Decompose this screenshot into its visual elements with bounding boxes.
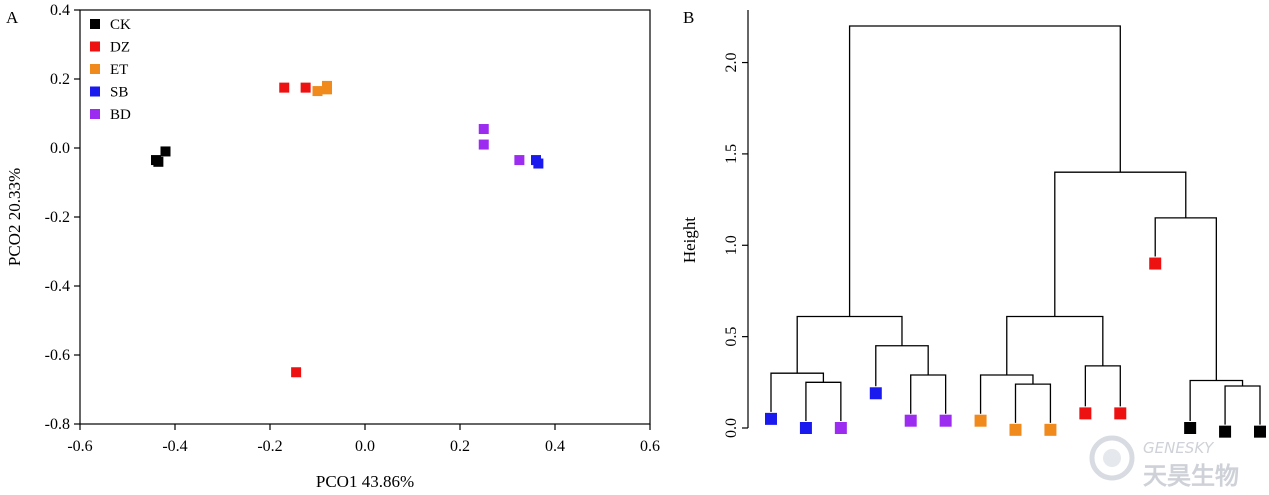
scatter-y-tick-label: 0.2 bbox=[50, 71, 70, 88]
dendrogram-y-axis: 0.0 0.5 1.0 1.5 2.0 bbox=[723, 53, 748, 438]
dendrogram-leaf-dz bbox=[1079, 407, 1092, 420]
dendrogram-leaf-ck bbox=[1254, 425, 1266, 438]
dendrogram-link bbox=[805, 381, 842, 421]
scatter-y-tick-label: -0.2 bbox=[45, 209, 70, 226]
dendrogram-y-tick-label: 0.5 bbox=[723, 327, 740, 347]
legend-label-sb: SB bbox=[110, 85, 128, 101]
dendrogram-leaves bbox=[765, 257, 1266, 438]
scatter-point-ck bbox=[160, 146, 171, 157]
dendrogram-leaf-ck bbox=[1184, 422, 1197, 434]
dendrogram-link bbox=[848, 25, 1121, 317]
scatter-x-tick-label: 0.6 bbox=[640, 438, 660, 455]
scatter-plot-frame bbox=[79, 9, 651, 425]
scatter-y-tick-label: 0.0 bbox=[50, 140, 70, 157]
dendrogram-link bbox=[1084, 365, 1121, 407]
dendrogram-leaf-dz bbox=[1114, 407, 1127, 420]
dendrogram-leaf-et bbox=[1009, 423, 1022, 436]
scatter-y-tick-label: -0.6 bbox=[45, 347, 70, 364]
scatter-point-ck bbox=[153, 156, 164, 167]
scatter-x-axis: -0.6 -0.4 -0.2 0.0 0.2 0.4 0.6 bbox=[67, 424, 660, 455]
dendrogram-link bbox=[770, 372, 825, 412]
dendrogram-link bbox=[1154, 217, 1217, 381]
legend-swatch-bd bbox=[90, 109, 100, 119]
scatter-point-et bbox=[312, 86, 323, 97]
cluster-dendrogram: 0.0 0.5 1.0 1.5 2.0 Height bbox=[680, 10, 1266, 438]
legend-label-ck: CK bbox=[110, 17, 131, 33]
pcoa-scatter-chart: -0.6 -0.4 -0.2 0.0 0.2 0.4 0.6 -0.8-0.6-0.4-0.… bbox=[5, 2, 660, 491]
scatter-point-dz bbox=[300, 82, 311, 93]
scatter-point-bd bbox=[478, 139, 489, 150]
genesky-logo-ring-icon bbox=[1089, 435, 1135, 481]
scatter-y-tick-label: -0.8 bbox=[45, 416, 70, 433]
dendrogram-leaf-et bbox=[1044, 423, 1057, 436]
panel-a-label: A bbox=[6, 8, 19, 27]
panel-b-label: B bbox=[683, 8, 694, 27]
dendrogram-leaf-dz bbox=[1149, 257, 1162, 270]
legend-label-et: ET bbox=[110, 62, 128, 78]
scatter-point-dz bbox=[291, 367, 302, 378]
dendrogram-leaf-sb bbox=[799, 422, 812, 434]
dendrogram-leaf-bd bbox=[939, 414, 952, 427]
dendrogram-link bbox=[796, 315, 903, 374]
genesky-watermark-logo: GENESKY 天昊生物 bbox=[1089, 435, 1239, 490]
dendrogram-link bbox=[1014, 383, 1052, 423]
scatter-point-bd bbox=[514, 155, 525, 166]
dendrogram-leaf-bd bbox=[834, 422, 847, 434]
legend-swatch-sb bbox=[90, 86, 100, 97]
legend-swatch-et bbox=[90, 64, 100, 74]
dendrogram-y-tick-label: 1.0 bbox=[723, 235, 740, 255]
scatter-points bbox=[151, 80, 544, 378]
dendrogram-leaf-sb bbox=[869, 387, 882, 400]
dendrogram-link bbox=[875, 345, 929, 387]
dendrogram-y-tick-label: 1.5 bbox=[723, 144, 740, 164]
dendrogram-link bbox=[1189, 379, 1244, 421]
scatter-x-tick-label: 0.0 bbox=[355, 438, 375, 455]
scatter-x-tick-label: -0.4 bbox=[162, 438, 187, 455]
dendrogram-link bbox=[1054, 171, 1187, 317]
legend-label-dz: DZ bbox=[110, 40, 130, 56]
scatter-y-axis: -0.8 -0.6 -0.4 -0.2 0.0 0.2 0.4 bbox=[45, 2, 80, 433]
dendrogram-link bbox=[910, 374, 947, 414]
legend-swatch-dz bbox=[90, 41, 100, 52]
scatter-point-bd bbox=[478, 124, 489, 135]
scatter-y-tick-label: -0.4 bbox=[45, 278, 70, 295]
dendrogram-y-tick-label: 0.0 bbox=[723, 418, 740, 438]
watermark-brand-en: GENESKY bbox=[1143, 439, 1215, 457]
watermark-brand-cn: 天昊生物 bbox=[1143, 462, 1239, 490]
dendrogram-leaf-et bbox=[974, 414, 987, 427]
legend-swatch-ck bbox=[90, 19, 100, 29]
dendrogram-leaf-sb bbox=[765, 412, 777, 425]
legend-label-bd: BD bbox=[110, 107, 131, 123]
dendrogram-link bbox=[1224, 385, 1261, 425]
scatter-point-et bbox=[322, 80, 332, 91]
scatter-y-tick-label: 0.4 bbox=[50, 2, 70, 19]
scatter-x-tick-label: -0.2 bbox=[257, 438, 282, 455]
dendrogram-y-axis-label: Height bbox=[680, 217, 699, 264]
dendrogram-link bbox=[979, 374, 1034, 414]
genesky-logo-core-icon bbox=[1103, 449, 1121, 467]
scatter-x-tick-label: 0.2 bbox=[450, 438, 470, 455]
dendrogram-links bbox=[770, 25, 1261, 425]
scatter-point-dz bbox=[279, 82, 290, 93]
scatter-x-axis-label: PCO1 43.86% bbox=[316, 472, 414, 491]
scatter-point-sb bbox=[533, 158, 544, 169]
scatter-x-tick-label: -0.6 bbox=[67, 438, 92, 455]
dendrogram-leaf-ck bbox=[1219, 425, 1232, 438]
scatter-legend: CK DZ ET SB BD bbox=[90, 17, 131, 123]
dendrogram-y-tick-label: 2.0 bbox=[723, 53, 740, 73]
scatter-y-axis-label: PCO2 20.33% bbox=[5, 168, 24, 266]
scatter-x-tick-label: 0.4 bbox=[545, 438, 565, 455]
dendrogram-leaf-bd bbox=[904, 414, 917, 427]
